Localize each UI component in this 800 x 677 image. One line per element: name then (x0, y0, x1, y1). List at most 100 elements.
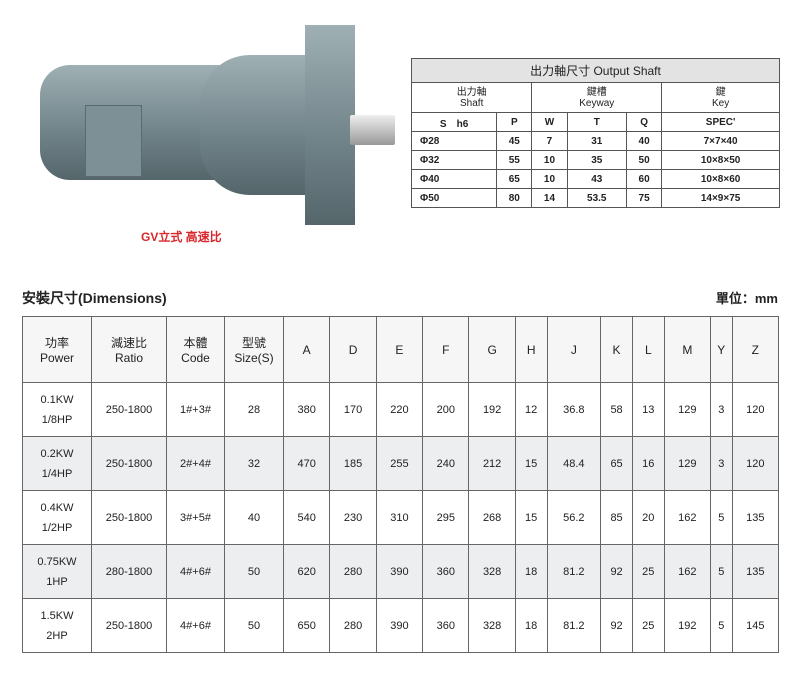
dimension-cell: 220 (375, 382, 424, 437)
dimension-cell: 120 (731, 436, 780, 491)
shaft-row: Φ28 45 7 31 40 7×7×40 (410, 131, 780, 151)
dimension-cell: 25 (631, 598, 665, 653)
power-cell: 0.1KW 1/8HP (22, 382, 92, 437)
shaft-cell: 50 (625, 150, 663, 170)
shaft-cell: 10×8×50 (661, 150, 780, 170)
dimension-cell: 15 (514, 436, 548, 491)
dimension-row: 1.5KW 2HP 250-1800 4#+6# 50 650 280 390 360 328 18… (22, 598, 780, 653)
power-cell: 0.2KW 1/4HP (22, 436, 92, 491)
dimension-cell: 3 (710, 382, 733, 437)
dimension-cell: 40 (224, 490, 284, 545)
dimension-cell: 18 (514, 544, 548, 599)
dimension-cell: 92 (600, 544, 633, 599)
power-cell: 1.5KW 2HP (22, 598, 92, 653)
shaft-row: Φ40 65 10 43 60 10×8×60 (410, 169, 780, 189)
shaft-column-header: T (566, 112, 628, 132)
dimension-cell: 200 (422, 382, 470, 437)
group-label-en: Shaft (460, 97, 484, 109)
dimension-cell: 360 (422, 598, 470, 653)
dimension-cell: 162 (663, 544, 712, 599)
dimension-cell: 1#+3# (166, 382, 225, 437)
shaft-cell: 14×9×75 (661, 188, 780, 208)
dimension-column-header: 型號 Size(S) (224, 316, 284, 383)
dimension-column-header: E (375, 316, 424, 383)
dimension-cell: 250-1800 (91, 490, 167, 545)
shaft-row: Φ32 55 10 35 50 10×8×50 (410, 150, 780, 170)
power-cell: 0.4KW 1/2HP (22, 490, 92, 545)
dimension-cell: 92 (600, 598, 633, 653)
group-label-zh: 鍵槽 (586, 86, 607, 98)
dimension-cell: 250-1800 (91, 598, 167, 653)
dimension-column-header: H (514, 316, 548, 383)
dimension-cell: 3 (710, 436, 733, 491)
dimension-cell: 50 (224, 544, 284, 599)
dimension-cell: 36.8 (546, 382, 602, 437)
shaft-cell: 10 (531, 169, 568, 189)
dimension-cell: 250-1800 (91, 436, 167, 491)
group-label-zh: 鍵 (715, 86, 726, 98)
dimension-cell: 280 (329, 598, 377, 653)
dimension-cell: 12 (514, 382, 548, 437)
dimension-column-header: D (329, 316, 377, 383)
dimension-cell: 4#+6# (166, 544, 225, 599)
dimension-cell: 135 (731, 490, 780, 545)
dimension-row: 0.1KW 1/8HP 250-1800 1#+3# 28 380 170 220 200 192… (22, 382, 780, 437)
power-cell: 0.75KW 1HP (22, 544, 92, 599)
power-kw: 1.5KW (40, 609, 74, 622)
dimension-cell: 3#+5# (166, 490, 225, 545)
gear-motor-image (30, 25, 400, 235)
dimension-cell: 540 (282, 490, 331, 545)
header-en: Size(S) (234, 351, 274, 365)
header-zh: 型號 (241, 336, 266, 350)
dimension-cell: 328 (468, 544, 516, 599)
power-hp: 1/2HP (41, 521, 73, 534)
output-shaft-table: 出力軸尺寸 Output Shaft 出力軸 Shaft 鍵槽 Keyway 鍵 Key … (410, 58, 780, 208)
dimension-cell: 81.2 (546, 598, 602, 653)
power-kw: 0.1KW (40, 393, 74, 406)
power-kw: 0.75KW (37, 555, 77, 568)
dimension-cell: 120 (731, 382, 780, 437)
dimension-row: 0.2KW 1/4HP 250-1800 2#+4# 32 470 185 255 240 212… (22, 436, 780, 491)
dimension-cell: 81.2 (546, 544, 602, 599)
dimension-cell: 310 (375, 490, 424, 545)
dimension-cell: 280-1800 (91, 544, 167, 599)
dimension-cell: 85 (600, 490, 633, 545)
shaft-cell: 35 (566, 150, 628, 170)
dimension-cell: 58 (600, 382, 633, 437)
shaft-column-header: W (531, 112, 568, 132)
dimension-cell: 15 (514, 490, 548, 545)
dimension-cell: 5 (710, 544, 733, 599)
shaft-cell: 10×8×60 (661, 169, 780, 189)
shaft-cell: 55 (496, 150, 533, 170)
shaft-group-header: 鍵 Key (661, 82, 780, 113)
dimension-row: 0.75KW 1HP 280-1800 4#+6# 50 620 280 390 360 328 1… (22, 544, 780, 599)
shaft-column-header: SPEC' (661, 112, 780, 132)
power-kw: 0.4KW (40, 501, 74, 514)
dimension-column-header: Y (710, 316, 733, 383)
shaft-cell: 14 (531, 188, 568, 208)
shaft-group-header: 出力軸 Shaft (410, 82, 533, 113)
shaft-cell: 43 (566, 169, 628, 189)
dimension-cell: 20 (631, 490, 665, 545)
shaft-cell: Φ32 (410, 150, 498, 170)
dimension-column-header: M (663, 316, 712, 383)
power-kw: 0.2KW (40, 447, 74, 460)
dimension-column-header: 功率 Power (22, 316, 92, 383)
dimension-cell: 185 (329, 436, 377, 491)
power-hp: 1HP (46, 575, 68, 588)
dimensions-table: 功率 Power 減速比 Ratio 本體 Code 型號 Size(S) A D E F G H J K L M… (22, 316, 780, 653)
dimension-cell: 50 (224, 598, 284, 653)
dimension-cell: 240 (422, 436, 470, 491)
dimension-cell: 5 (710, 598, 733, 653)
dimension-cell: 129 (663, 436, 712, 491)
dimension-cell: 170 (329, 382, 377, 437)
shaft-group-header: 鍵槽 Keyway (531, 82, 663, 113)
shaft-column-header: Q (625, 112, 663, 132)
dimension-cell: 390 (375, 544, 424, 599)
dimension-column-header: L (631, 316, 665, 383)
dimension-row: 0.4KW 1/2HP 250-1800 3#+5# 40 540 230 310 295 268… (22, 490, 780, 545)
shaft-cell: 10 (531, 150, 568, 170)
dimension-cell: 360 (422, 544, 470, 599)
dimension-cell: 25 (631, 544, 665, 599)
